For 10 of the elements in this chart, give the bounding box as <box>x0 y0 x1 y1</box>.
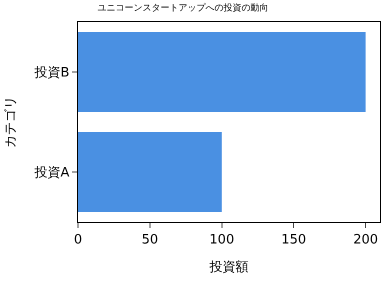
y-tick-label: 投資A <box>33 166 70 181</box>
x-tick-label: 150 <box>281 232 306 248</box>
x-tick-label: 0 <box>74 232 82 248</box>
x-axis-title: 投資額 <box>208 260 248 276</box>
y-axis-title: カテゴリ <box>3 96 18 148</box>
x-tick-label: 100 <box>209 232 234 248</box>
chart-title: ユニコーンスタートアップへの投資の動向 <box>98 2 268 14</box>
y-tick-label: 投資B <box>33 66 70 81</box>
x-tick-label: 50 <box>142 232 158 248</box>
x-tick-label: 200 <box>353 232 378 248</box>
